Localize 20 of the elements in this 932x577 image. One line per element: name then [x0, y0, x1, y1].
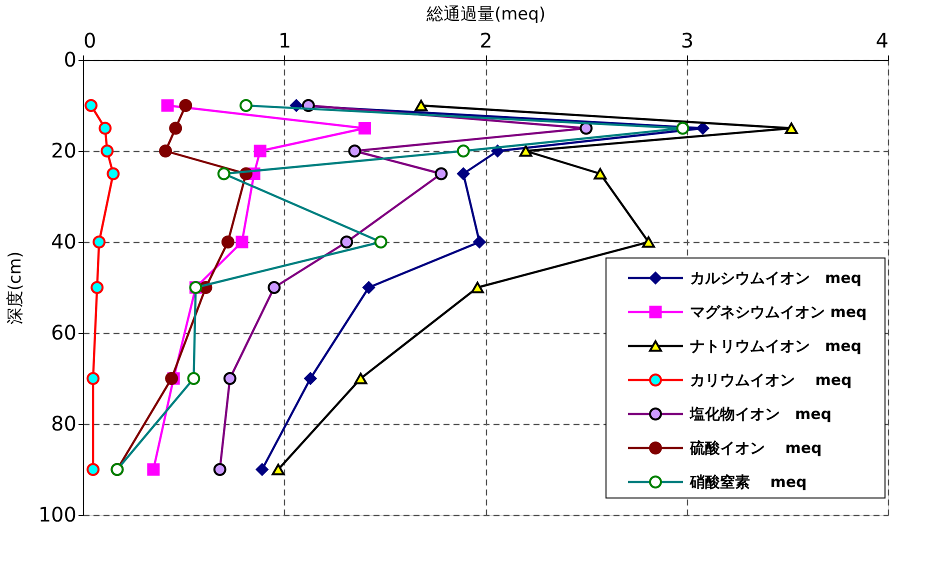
- y-axis-title: 深度(cm): [5, 251, 26, 325]
- y-tick-label: 40: [51, 230, 76, 254]
- legend-label: 塩化物イオン meq: [689, 405, 832, 423]
- legend-label: カリウムイオン meq: [690, 371, 852, 389]
- x-tick-label: 0: [84, 28, 96, 52]
- legend-label: ナトリウムイオン meq: [690, 337, 862, 355]
- x-tick-label: 3: [680, 28, 694, 52]
- legend-label: カルシウムイオン meq: [690, 269, 862, 287]
- x-tick-label: 1: [278, 28, 292, 52]
- x-tick-label: 2: [480, 28, 492, 52]
- y-tick-label: 0: [64, 48, 76, 72]
- y-tick-label: 100: [38, 502, 76, 526]
- legend-label: 硫酸イオン meq: [689, 439, 822, 457]
- legend-label: 硝酸窒素 meq: [689, 473, 807, 491]
- y-tick-label: 60: [51, 320, 76, 344]
- y-tick-label: 80: [51, 412, 76, 436]
- x-tick-label: 4: [876, 28, 888, 52]
- legend-label: マグネシウムイオン meq: [690, 303, 867, 321]
- x-axis-title: 総通過量(meq): [425, 4, 546, 24]
- y-tick-label: 20: [51, 138, 76, 162]
